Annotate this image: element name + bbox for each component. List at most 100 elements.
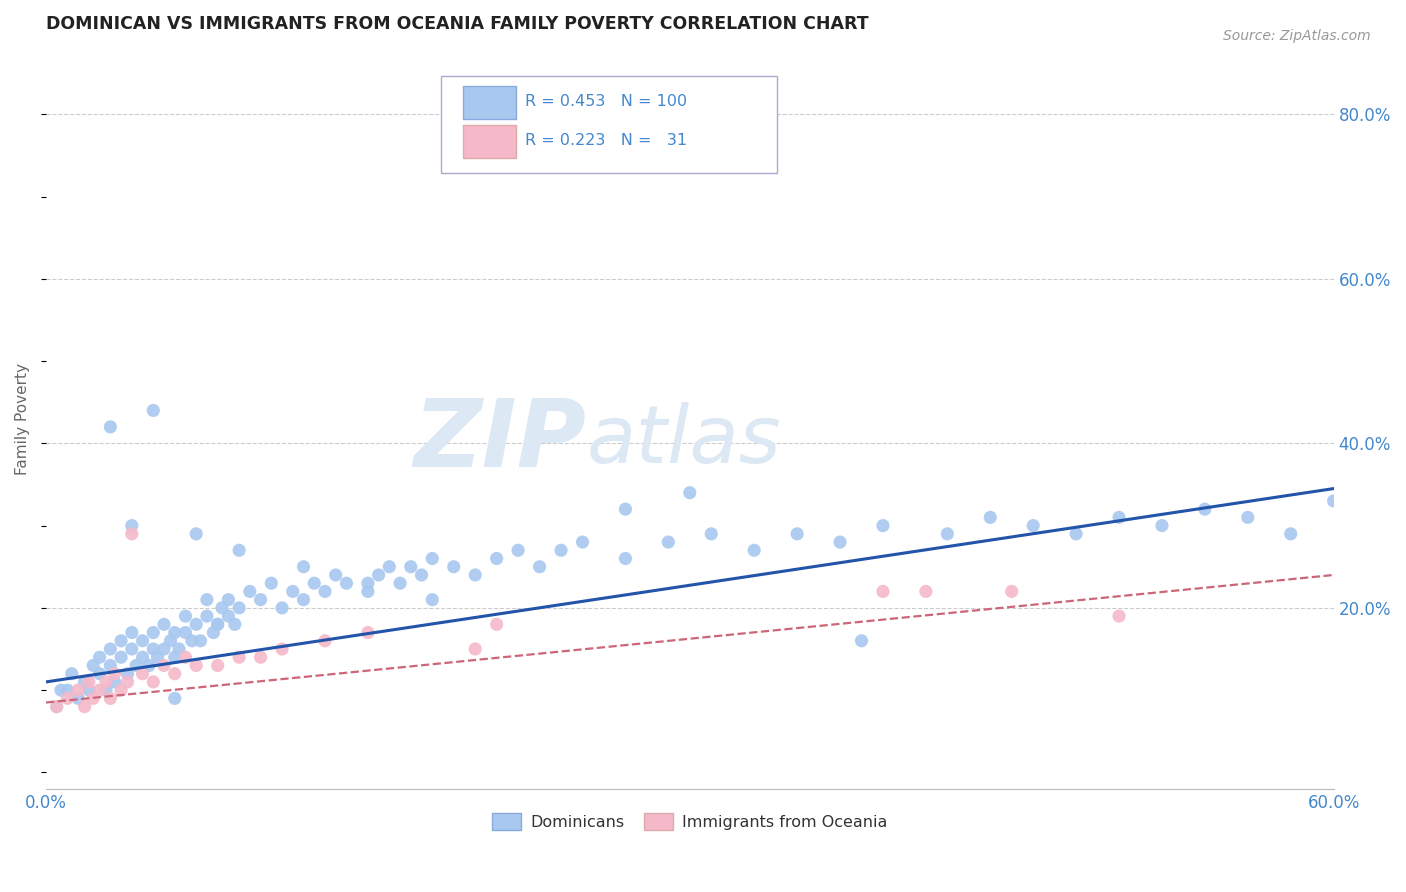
Point <box>357 576 380 591</box>
Point <box>104 666 127 681</box>
Point <box>399 559 422 574</box>
Point <box>614 551 637 566</box>
Point <box>131 633 153 648</box>
Point <box>174 609 197 624</box>
Point <box>239 584 262 599</box>
Point <box>485 617 508 632</box>
Point <box>325 568 347 582</box>
Point <box>851 633 873 648</box>
Point <box>271 600 294 615</box>
FancyBboxPatch shape <box>463 126 516 158</box>
Point <box>94 674 117 689</box>
Point <box>186 526 208 541</box>
Point <box>872 518 894 533</box>
Point <box>89 650 111 665</box>
Point <box>104 674 127 689</box>
Point <box>1001 584 1024 599</box>
Point <box>186 617 208 632</box>
Point <box>121 526 143 541</box>
Point <box>217 609 239 624</box>
FancyBboxPatch shape <box>441 76 778 173</box>
Point <box>153 617 176 632</box>
Point <box>98 420 121 434</box>
Point <box>163 691 186 706</box>
Point <box>56 683 79 698</box>
Point <box>110 633 132 648</box>
Point <box>228 543 250 558</box>
Point <box>121 642 143 657</box>
Point <box>411 568 433 582</box>
Point <box>485 551 508 566</box>
Point <box>153 658 176 673</box>
Text: R = 0.453   N = 100: R = 0.453 N = 100 <box>524 95 688 109</box>
Point <box>700 526 723 541</box>
Point <box>98 658 121 673</box>
Point <box>163 650 186 665</box>
Point <box>131 650 153 665</box>
Point <box>872 584 894 599</box>
Point <box>60 666 83 681</box>
Point <box>357 584 380 599</box>
Point <box>131 666 153 681</box>
Point <box>174 650 197 665</box>
Point <box>77 683 100 698</box>
Point <box>420 592 443 607</box>
Point <box>1022 518 1045 533</box>
Point <box>45 699 67 714</box>
Point <box>174 625 197 640</box>
Point <box>117 666 139 681</box>
Point <box>77 674 100 689</box>
Text: ZIP: ZIP <box>413 395 586 487</box>
Point <box>202 625 225 640</box>
Point <box>335 576 357 591</box>
Point <box>249 592 271 607</box>
Legend: Dominicans, Immigrants from Oceania: Dominicans, Immigrants from Oceania <box>485 807 894 837</box>
Point <box>117 674 139 689</box>
Point <box>217 592 239 607</box>
Point <box>292 559 315 574</box>
Point <box>936 526 959 541</box>
Point <box>1108 510 1130 524</box>
Text: R = 0.223   N =   31: R = 0.223 N = 31 <box>524 134 688 148</box>
Point <box>1194 502 1216 516</box>
Point <box>186 658 208 673</box>
FancyBboxPatch shape <box>463 87 516 119</box>
Point <box>163 666 186 681</box>
Point <box>281 584 304 599</box>
Point <box>121 625 143 640</box>
Point <box>1323 494 1346 508</box>
Point <box>207 617 229 632</box>
Point <box>159 633 181 648</box>
Point <box>357 625 380 640</box>
Point <box>443 559 465 574</box>
Point <box>195 609 218 624</box>
Point <box>180 633 202 648</box>
Point <box>163 625 186 640</box>
Point <box>1108 609 1130 624</box>
Point <box>211 600 233 615</box>
Point <box>138 658 160 673</box>
Point <box>110 683 132 698</box>
Point <box>742 543 765 558</box>
Text: Source: ZipAtlas.com: Source: ZipAtlas.com <box>1223 29 1371 43</box>
Text: DOMINICAN VS IMMIGRANTS FROM OCEANIA FAMILY POVERTY CORRELATION CHART: DOMINICAN VS IMMIGRANTS FROM OCEANIA FAM… <box>46 15 869 33</box>
Point <box>828 535 851 549</box>
Point <box>657 535 679 549</box>
Point <box>292 592 315 607</box>
Point <box>1236 510 1258 524</box>
Point <box>571 535 593 549</box>
Point <box>786 526 808 541</box>
Point <box>228 600 250 615</box>
Point <box>142 674 165 689</box>
Point <box>56 691 79 706</box>
Point <box>142 625 165 640</box>
Point <box>146 650 169 665</box>
Point <box>67 683 90 698</box>
Point <box>260 576 283 591</box>
Point <box>82 691 104 706</box>
Point <box>979 510 1001 524</box>
Point <box>464 642 486 657</box>
Point <box>508 543 530 558</box>
Point <box>314 633 336 648</box>
Point <box>142 642 165 657</box>
